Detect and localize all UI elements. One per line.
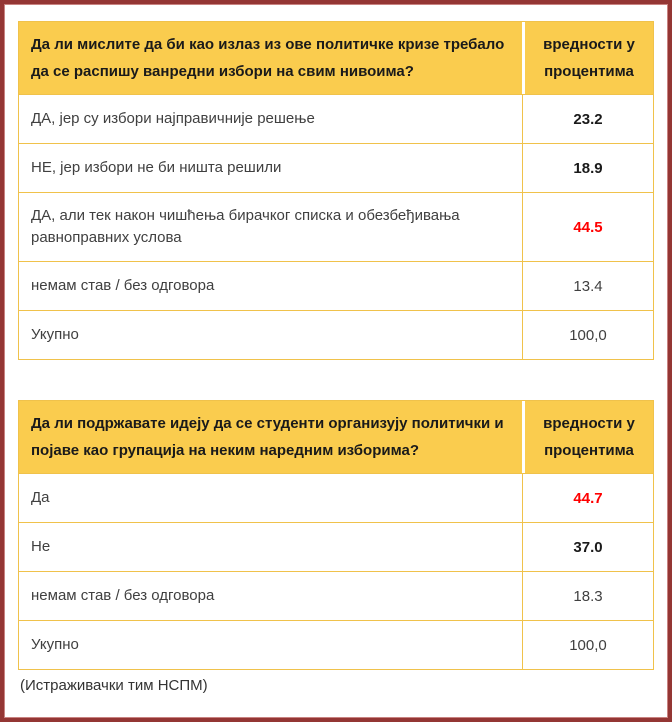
row-label: ДА, али тек након чишћења бирачког списк…	[19, 192, 522, 261]
row-label: Укупно	[19, 620, 522, 669]
row-value: 100,0	[522, 620, 653, 669]
poll-table-students: Да ли подржавате идеју да се студенти ор…	[18, 400, 654, 670]
row-label: ДА, јер су избори најправичније решење	[19, 94, 522, 143]
values-header-cell: вредности у процентима	[522, 401, 653, 473]
row-value: 44.5	[522, 192, 653, 261]
row-value: 44.7	[522, 473, 653, 522]
row-label: немам став / без одговора	[19, 571, 522, 620]
question-header-cell: Да ли мислите да би као излаз из ове пол…	[19, 22, 522, 94]
poll-table-elections: Да ли мислите да би као излаз из ове пол…	[18, 21, 654, 360]
table-spacer	[18, 360, 654, 400]
row-value: 37.0	[522, 522, 653, 571]
row-label: Не	[19, 522, 522, 571]
row-value: 13.4	[522, 261, 653, 310]
row-label: немам став / без одговора	[19, 261, 522, 310]
footer-credit: (Истраживачки тим НСПМ)	[20, 677, 208, 694]
row-value: 23.2	[522, 94, 653, 143]
row-label: Да	[19, 473, 522, 522]
row-label: НЕ, јер избори не би ништа решили	[19, 143, 522, 192]
row-value: 100,0	[522, 310, 653, 359]
row-value: 18.9	[522, 143, 653, 192]
page-content: Да ли мислите да би као излаз из ове пол…	[4, 4, 668, 718]
values-header-cell: вредности у процентима	[522, 22, 653, 94]
row-label: Укупно	[19, 310, 522, 359]
row-value: 18.3	[522, 571, 653, 620]
question-header-cell: Да ли подржавате идеју да се студенти ор…	[19, 401, 522, 473]
